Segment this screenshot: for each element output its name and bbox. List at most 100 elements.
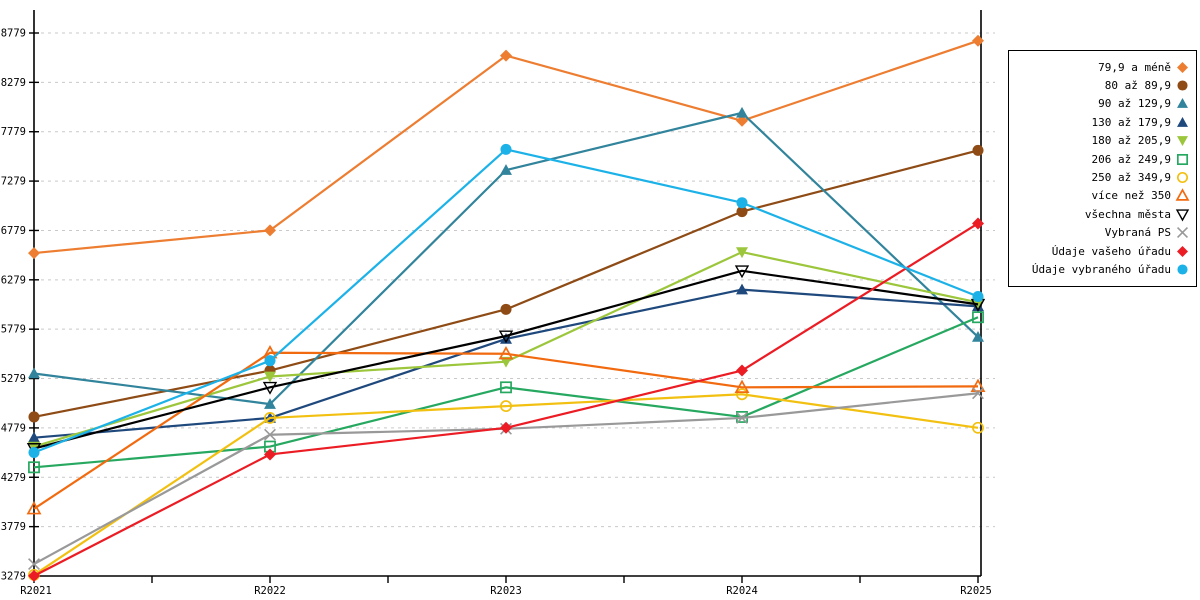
marker-diamond — [736, 364, 748, 377]
y-tick-label: 7779 — [1, 126, 26, 138]
legend-item-label: 80 až 89,9 — [1104, 79, 1171, 93]
legend-item-label: více než 350 — [1091, 189, 1171, 203]
marker-triangle-open — [970, 378, 986, 392]
marker-diamond — [736, 114, 748, 127]
marker-circle-open — [972, 421, 984, 434]
legend-item: 79,9 a méně — [1015, 58, 1190, 76]
legend-item: všechna města — [1015, 205, 1190, 223]
legend-item-label: 250 až 349,9 — [1091, 171, 1171, 185]
y-tick-label: 7279 — [1, 176, 26, 188]
marker-triangle — [1177, 98, 1188, 109]
marker-diamond — [1177, 245, 1188, 257]
legend-item: Vybraná PS — [1015, 224, 1190, 242]
marker-circle — [736, 197, 748, 209]
series-line — [33, 351, 979, 510]
legend: 79,9 a méně 80 až 89,9 90 až 129,9 130 až 1… — [1008, 50, 1197, 287]
marker-diamond — [1177, 61, 1188, 73]
marker-triangle-open — [498, 346, 514, 360]
y-tick-label: 5279 — [1, 373, 26, 385]
legend-item-label: 180 až 205,9 — [1091, 134, 1171, 148]
legend-item: 90 až 129,9 — [1015, 95, 1190, 113]
marker-triangle — [1177, 116, 1188, 127]
legend-marker-triangle-down — [1177, 136, 1188, 147]
marker-triangle — [28, 431, 40, 443]
legend-marker-x — [1176, 227, 1189, 239]
legend-item: 180 až 205,9 — [1015, 132, 1190, 150]
legend-marker-triangle-down-open — [1175, 209, 1190, 222]
legend-item: více než 350 — [1015, 187, 1190, 205]
marker-circle — [972, 290, 984, 303]
legend-item-label: Údaje vybraného úřadu — [1031, 262, 1171, 276]
marker-triangle-down — [1177, 136, 1188, 147]
series-line — [33, 222, 979, 577]
marker-triangle — [736, 283, 748, 295]
marker-circle — [28, 411, 40, 423]
legend-item: 80 až 89,9 — [1015, 76, 1190, 94]
marker-circle — [1177, 80, 1188, 91]
marker-diamond — [264, 224, 276, 237]
marker-circle — [500, 143, 512, 155]
legend-marker-circle — [1177, 264, 1188, 275]
y-tick-label: 3779 — [1, 521, 26, 533]
x-tick-label: R2022 — [254, 585, 286, 597]
legend-item-label: 90 až 129,9 — [1098, 97, 1171, 111]
marker-diamond — [972, 34, 984, 47]
marker-circle-open — [736, 388, 748, 401]
marker-square-open — [28, 461, 40, 474]
marker-circle-open — [1176, 172, 1189, 184]
marker-circle-open — [264, 411, 276, 424]
legend-item-label: 130 až 179,9 — [1091, 115, 1171, 129]
marker-triangle-down-open — [1175, 209, 1190, 222]
y-tick-label: 8279 — [1, 77, 26, 89]
marker-circle — [28, 446, 40, 459]
x-tick-label: R2023 — [490, 585, 522, 597]
marker-diamond — [264, 448, 276, 461]
marker-diamond — [500, 421, 512, 434]
marker-x — [972, 387, 984, 400]
marker-triangle-down-open — [262, 381, 278, 395]
series-line — [33, 316, 979, 469]
marker-circle — [1177, 264, 1188, 275]
marker-triangle-down — [736, 247, 748, 259]
marker-triangle-open — [1175, 188, 1190, 202]
y-tick-label: 4279 — [1, 472, 26, 484]
legend-marker-triangle-open — [1175, 188, 1190, 202]
legend-item: 250 až 349,9 — [1015, 168, 1190, 186]
marker-x — [1176, 227, 1189, 239]
marker-diamond — [28, 247, 40, 260]
marker-circle — [500, 303, 512, 315]
y-tick-label: 5779 — [1, 324, 26, 336]
marker-triangle-down — [500, 356, 512, 368]
x-tick-label: R2025 — [960, 585, 992, 597]
marker-square-open — [1176, 153, 1189, 165]
legend-item-label: Vybraná PS — [1104, 226, 1171, 240]
marker-triangle — [28, 367, 40, 379]
marker-triangle-open — [734, 379, 750, 393]
y-tick-label: 8779 — [1, 28, 26, 40]
marker-circle-open — [500, 400, 512, 413]
y-tick-label: 6279 — [1, 274, 26, 286]
legend-marker-circle-open — [1176, 172, 1189, 184]
series-line — [33, 392, 979, 566]
marker-x — [264, 428, 276, 441]
marker-triangle-down-open — [498, 330, 514, 344]
marker-triangle-down — [264, 371, 276, 383]
marker-triangle — [264, 398, 276, 409]
marker-circle — [736, 206, 748, 218]
legend-marker-triangle — [1177, 116, 1188, 127]
marker-x — [736, 411, 748, 424]
marker-diamond — [972, 217, 984, 230]
marker-triangle — [500, 332, 512, 344]
legend-marker-triangle — [1177, 98, 1188, 109]
marker-diamond — [28, 569, 40, 582]
marker-circle — [264, 355, 276, 367]
marker-circle — [972, 144, 984, 156]
legend-item-label: všechna města — [1084, 207, 1171, 221]
legend-item: 130 až 179,9 — [1015, 113, 1190, 131]
x-tick-label: R2024 — [726, 585, 758, 597]
legend-marker-circle — [1177, 80, 1188, 91]
legend-marker-diamond — [1177, 245, 1188, 257]
marker-triangle-open — [26, 501, 42, 515]
